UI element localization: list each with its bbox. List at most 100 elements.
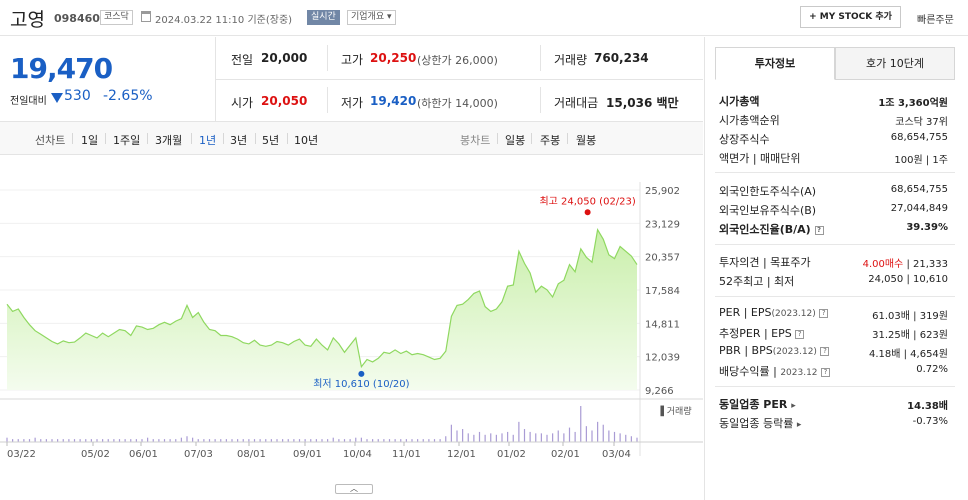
volume-bar bbox=[237, 439, 239, 442]
volume-bar bbox=[552, 433, 554, 442]
dividend-value: 0.72% bbox=[916, 364, 948, 375]
volume-bar bbox=[478, 431, 481, 442]
volume-bar bbox=[17, 439, 19, 442]
foreign-limit-value: 68,654,755 bbox=[890, 184, 948, 195]
realtime-button[interactable]: 실시간 bbox=[307, 10, 340, 25]
pbr-value: 4.18배 | 4,654원 bbox=[868, 349, 948, 360]
est-per-label: 추정PER | EPS ? bbox=[719, 325, 805, 341]
lower-limit: (하한가 14,000) bbox=[417, 97, 498, 110]
volume-bar bbox=[400, 439, 402, 442]
add-my-stock-button[interactable]: + MY STOCK 추가 bbox=[800, 6, 901, 28]
industry-per-label[interactable]: 동일업종 PER ▸ bbox=[719, 398, 796, 411]
volume-bar bbox=[208, 439, 211, 442]
market-cap-value: 1조 3,360억원 bbox=[878, 98, 948, 109]
volume-bar bbox=[253, 439, 256, 442]
volume-bar bbox=[102, 439, 104, 442]
tab-1w[interactable]: 1주일 bbox=[113, 134, 141, 147]
help-icon[interactable]: ? bbox=[819, 308, 829, 318]
volume-bar bbox=[28, 439, 31, 442]
collapse-chart-button[interactable]: ︿ bbox=[335, 484, 373, 494]
investment-info-panel: 투자정보 호가 10단계 시가총액 1조 3,360억원 시가총액순위 코스닥 … bbox=[704, 37, 968, 500]
tab-order-book[interactable]: 호가 10단계 bbox=[835, 47, 955, 80]
volume-bar bbox=[422, 439, 424, 442]
down-arrow-icon bbox=[51, 93, 63, 103]
volume-bar bbox=[394, 439, 396, 442]
volume-bar bbox=[484, 434, 486, 442]
y-tick-label: 9,266 bbox=[645, 386, 674, 397]
tab-10y[interactable]: 10년 bbox=[294, 134, 319, 147]
volume-bar bbox=[563, 433, 565, 442]
volume-bar bbox=[242, 439, 244, 442]
help-icon[interactable]: ? bbox=[814, 225, 824, 235]
volume-bar bbox=[293, 439, 295, 442]
volume-bar bbox=[130, 439, 132, 442]
volume-bar bbox=[68, 439, 70, 442]
volume-bar bbox=[192, 437, 194, 442]
rank-label: 시가총액순위 bbox=[719, 114, 780, 127]
separator bbox=[255, 133, 256, 144]
volume-bar bbox=[433, 439, 436, 442]
volume-bar bbox=[428, 439, 430, 442]
volume-bar bbox=[12, 439, 14, 442]
y-tick-label: 25,902 bbox=[645, 186, 680, 197]
volume-bar bbox=[51, 439, 53, 442]
high-value: 20,250 bbox=[370, 51, 417, 65]
volume-bar bbox=[152, 439, 154, 442]
volume-bar bbox=[355, 437, 357, 442]
opinion-value: 4.00매수 | 21,333 bbox=[862, 259, 948, 270]
corp-info-dropdown[interactable]: 기업개요 ▾ bbox=[347, 10, 396, 25]
volume-bar bbox=[518, 421, 520, 442]
industry-per-value: 14.38배 bbox=[907, 401, 948, 412]
tab-daily[interactable]: 일봉 bbox=[505, 134, 526, 147]
volume-bar bbox=[147, 437, 149, 442]
arrow-right-icon: ▸ bbox=[796, 420, 802, 430]
quick-order-link[interactable]: 빠른주문 bbox=[917, 15, 954, 26]
help-icon[interactable]: ? bbox=[820, 346, 830, 356]
tab-investment-info[interactable]: 투자정보 bbox=[715, 47, 835, 80]
tab-1y[interactable]: 1년 bbox=[199, 134, 217, 147]
tab-5y[interactable]: 5년 bbox=[262, 134, 280, 147]
tab-1d[interactable]: 1일 bbox=[81, 134, 99, 147]
divider bbox=[715, 386, 955, 387]
volume-bar bbox=[265, 439, 267, 442]
volume-bar bbox=[259, 439, 261, 442]
tab-3y[interactable]: 3년 bbox=[230, 134, 248, 147]
volume-bar bbox=[186, 436, 188, 442]
volume-bar bbox=[591, 430, 593, 442]
tab-weekly[interactable]: 주봉 bbox=[540, 134, 561, 147]
high-marker bbox=[584, 209, 591, 216]
y-tick-label: 12,039 bbox=[645, 353, 680, 364]
foreign-hold-label: 외국인보유주식수(B) bbox=[719, 204, 817, 217]
line-chart-label: 선차트 bbox=[35, 134, 66, 147]
x-tick-label: 06/01 bbox=[129, 449, 158, 460]
divider bbox=[715, 244, 955, 245]
change-percent: -2.65% bbox=[103, 88, 153, 104]
y-tick-label: 20,357 bbox=[645, 253, 680, 264]
volume-bar bbox=[377, 439, 379, 442]
upper-limit: (상한가 26,000) bbox=[417, 54, 498, 67]
help-icon[interactable]: ? bbox=[821, 367, 831, 377]
per-value: 61.03배 | 319원 bbox=[872, 311, 948, 322]
quote-datetime: 2024.03.22 11:10 기준(장중) bbox=[155, 15, 293, 26]
chart-period-bar: 선차트 1일 1주일 3개월 1년 3년 5년 10년 봉차트 일봉 주봉 월봉 bbox=[0, 121, 703, 155]
tab-monthly[interactable]: 월봉 bbox=[576, 134, 597, 147]
volume-bar bbox=[220, 439, 222, 442]
volume-bar bbox=[141, 439, 143, 442]
volume-bar bbox=[473, 434, 475, 442]
x-tick-label: 12/01 bbox=[447, 449, 476, 460]
volume-bar bbox=[270, 439, 272, 442]
volume-bar bbox=[231, 439, 233, 442]
x-tick-label: 10/04 bbox=[343, 449, 372, 460]
volume-bar bbox=[113, 439, 115, 442]
prev-close-label: 전일 bbox=[231, 53, 254, 67]
industry-rate-label[interactable]: 동일업종 등락률 ▸ bbox=[719, 417, 802, 430]
volume-bar bbox=[557, 430, 559, 442]
help-icon[interactable]: ? bbox=[795, 329, 805, 339]
tab-3m[interactable]: 3개월 bbox=[155, 134, 183, 147]
shares-label: 상장주식수 bbox=[719, 133, 770, 146]
volume-bar bbox=[282, 439, 284, 442]
volume-value: 760,234 bbox=[594, 51, 649, 65]
stock-name: 고영 bbox=[10, 9, 45, 31]
y-tick-label: 14,811 bbox=[645, 319, 680, 330]
volume-bar bbox=[456, 430, 458, 442]
